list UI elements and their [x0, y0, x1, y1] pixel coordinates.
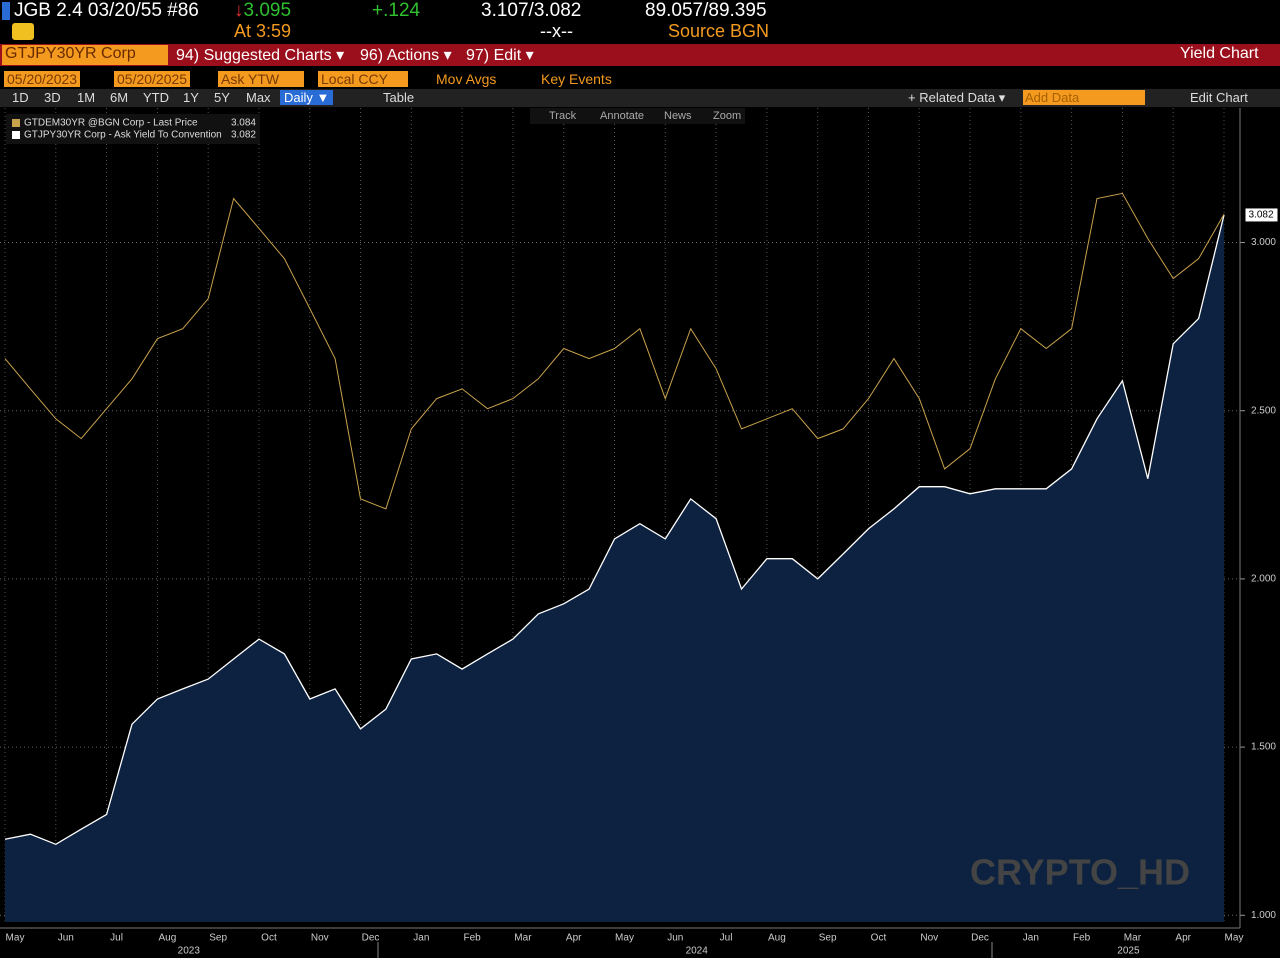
ticker[interactable]: GTJPY30YR Corp: [5, 45, 136, 62]
chart-tools: [530, 108, 745, 124]
legend-swatch: [12, 119, 20, 127]
end-date[interactable]: 05/20/2025: [114, 71, 191, 87]
yield-chart[interactable]: Yield Chart: [1180, 45, 1259, 62]
related-data[interactable]: + Related Data ▾: [908, 90, 1006, 105]
x-tick-label: Oct: [871, 933, 887, 944]
x-tick-label: Jun: [667, 933, 683, 944]
y-tick-label: 1.500: [1251, 742, 1276, 753]
x-tick-label: Nov: [920, 933, 938, 944]
range-button[interactable]: 1Y: [183, 90, 199, 105]
range-button[interactable]: 3D: [44, 90, 61, 105]
range-button[interactable]: 1M: [77, 90, 96, 105]
legend-value: 3.082: [231, 130, 256, 141]
security-name: JGB 2.4 03/20/55 #86: [14, 0, 199, 21]
x-tick-label: Aug: [158, 933, 176, 944]
edit-chart[interactable]: Edit Chart: [1190, 90, 1248, 105]
field[interactable]: Ask YTW: [218, 71, 304, 87]
menu-edit[interactable]: 97) Edit ▾: [466, 47, 534, 64]
watermark: CRYPTO_HD: [970, 852, 1190, 893]
x-tick-label: Feb: [1073, 933, 1091, 944]
tool-news[interactable]: News: [664, 110, 692, 122]
time: At 3:59: [234, 21, 292, 41]
series-area: [5, 215, 1224, 922]
x-tick-label: Jun: [58, 933, 74, 944]
y-tick-label: 2.500: [1251, 405, 1276, 416]
x-tick-label: Dec: [362, 933, 380, 944]
bid-ask-price: 89.057/89.395: [645, 0, 767, 21]
x-tick-label: May: [615, 933, 634, 944]
x-tick-label: Apr: [1175, 933, 1191, 944]
y-tick-label: 2.000: [1251, 574, 1276, 585]
ticker-box: [2, 45, 168, 65]
legend-box: [6, 114, 260, 144]
legend-entry: GTDEM30YR @BGN Corp - Last Price: [24, 118, 198, 129]
command-bar: [0, 44, 1280, 66]
x-tick-label: Jan: [413, 933, 429, 944]
series-line: [4, 192, 1225, 510]
year-label: 2024: [686, 946, 709, 957]
series-line: [4, 214, 1225, 846]
range-button[interactable]: YTD: [143, 90, 169, 105]
table[interactable]: Table: [383, 90, 415, 105]
key-events[interactable]: Key Events: [541, 71, 612, 87]
tool-track[interactable]: Track: [549, 110, 577, 122]
x-tick-label: Apr: [566, 933, 582, 944]
x-tick-label: Feb: [464, 933, 482, 944]
x-tick-label: Oct: [261, 933, 277, 944]
start-date[interactable]: 05/20/2023: [4, 71, 81, 87]
range-button[interactable]: 5Y: [214, 90, 230, 105]
last-price: ↓3.095: [234, 0, 292, 21]
add-data[interactable]: Add Data: [1023, 90, 1145, 105]
year-label: 2025: [1117, 946, 1140, 957]
x-tick-label: Jul: [720, 933, 733, 944]
year-label: 2023: [178, 946, 201, 957]
change: +.124: [372, 0, 421, 21]
x-tick-label: May: [6, 933, 25, 944]
tool-zoom[interactable]: Zoom: [713, 110, 741, 122]
x-tick-label: Jul: [110, 933, 123, 944]
legend-value: 3.084: [231, 118, 256, 129]
x-tick-label: Nov: [311, 933, 329, 944]
bid-ask-yield: 3.107/3.082: [481, 0, 582, 21]
source: Source BGN: [668, 21, 770, 41]
range-button[interactable]: 1D: [12, 90, 29, 105]
frequency[interactable]: Daily ▼: [280, 90, 334, 105]
currency[interactable]: Local CCY: [318, 71, 408, 87]
last-price-value: 3.095: [243, 0, 292, 21]
x-tick-label: Dec: [971, 933, 989, 944]
x-tick-label: Sep: [209, 933, 227, 944]
mov-avgs[interactable]: Mov Avgs: [436, 71, 497, 87]
x-tick-label: Jan: [1023, 933, 1039, 944]
x-tick-label: May: [1225, 933, 1244, 944]
status-icon: [12, 23, 34, 40]
legend-entry: GTJPY30YR Corp - Ask Yield To Convention: [24, 130, 222, 141]
x-tick-label: Mar: [514, 933, 532, 944]
series-layer: [4, 192, 1225, 922]
menu-actions[interactable]: 96) Actions ▾: [360, 47, 452, 64]
last-value-tag: [1244, 207, 1279, 223]
y-tick-label: 1.000: [1251, 910, 1276, 921]
range-button[interactable]: 6M: [110, 90, 129, 105]
last-value-label: 3.082: [1248, 210, 1273, 221]
chart: Track Annotate News Zoom CRYPTO_HD 1.000…: [0, 108, 1279, 958]
range-button[interactable]: Max: [246, 90, 271, 105]
y-tick-label: 3.000: [1251, 237, 1276, 248]
tool-annotate[interactable]: Annotate: [600, 110, 644, 122]
menu-suggested[interactable]: 94) Suggested Charts ▾: [176, 47, 345, 64]
legend-swatch: [12, 131, 20, 139]
x-tick-label: Aug: [768, 933, 786, 944]
x-tick-label: Sep: [819, 933, 837, 944]
spread: --x--: [540, 21, 573, 41]
ticker-bar: [2, 2, 10, 20]
x-tick-label: Mar: [1124, 933, 1142, 944]
